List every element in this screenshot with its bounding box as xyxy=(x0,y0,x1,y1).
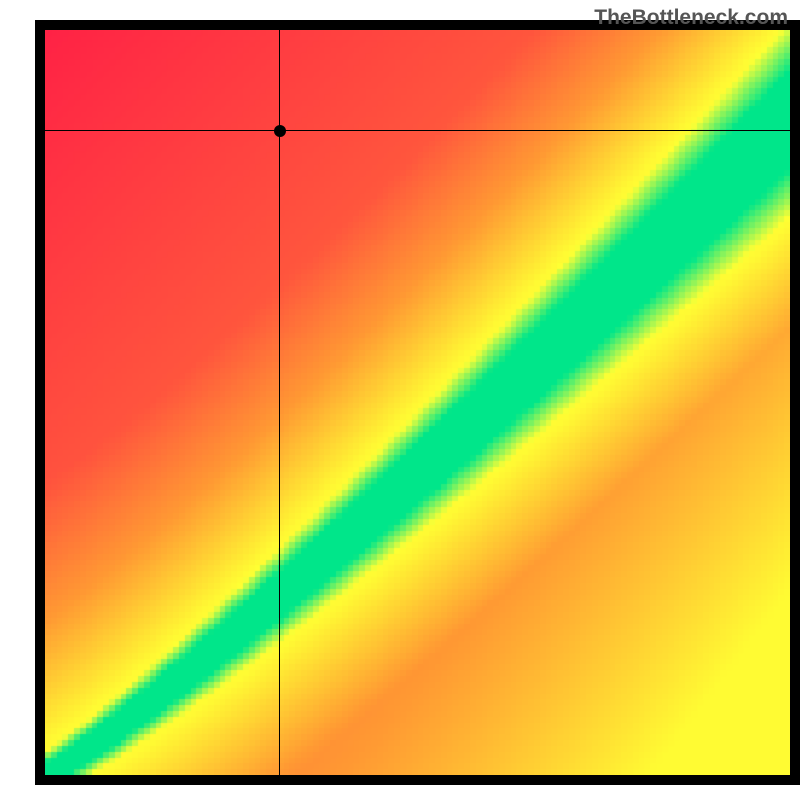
crosshair-horizontal xyxy=(45,130,790,131)
heatmap-plot xyxy=(45,30,790,775)
watermark-text: TheBottleneck.com xyxy=(594,6,788,30)
crosshair-marker xyxy=(274,125,286,137)
crosshair-vertical xyxy=(279,30,280,775)
heatmap-canvas xyxy=(45,30,790,775)
